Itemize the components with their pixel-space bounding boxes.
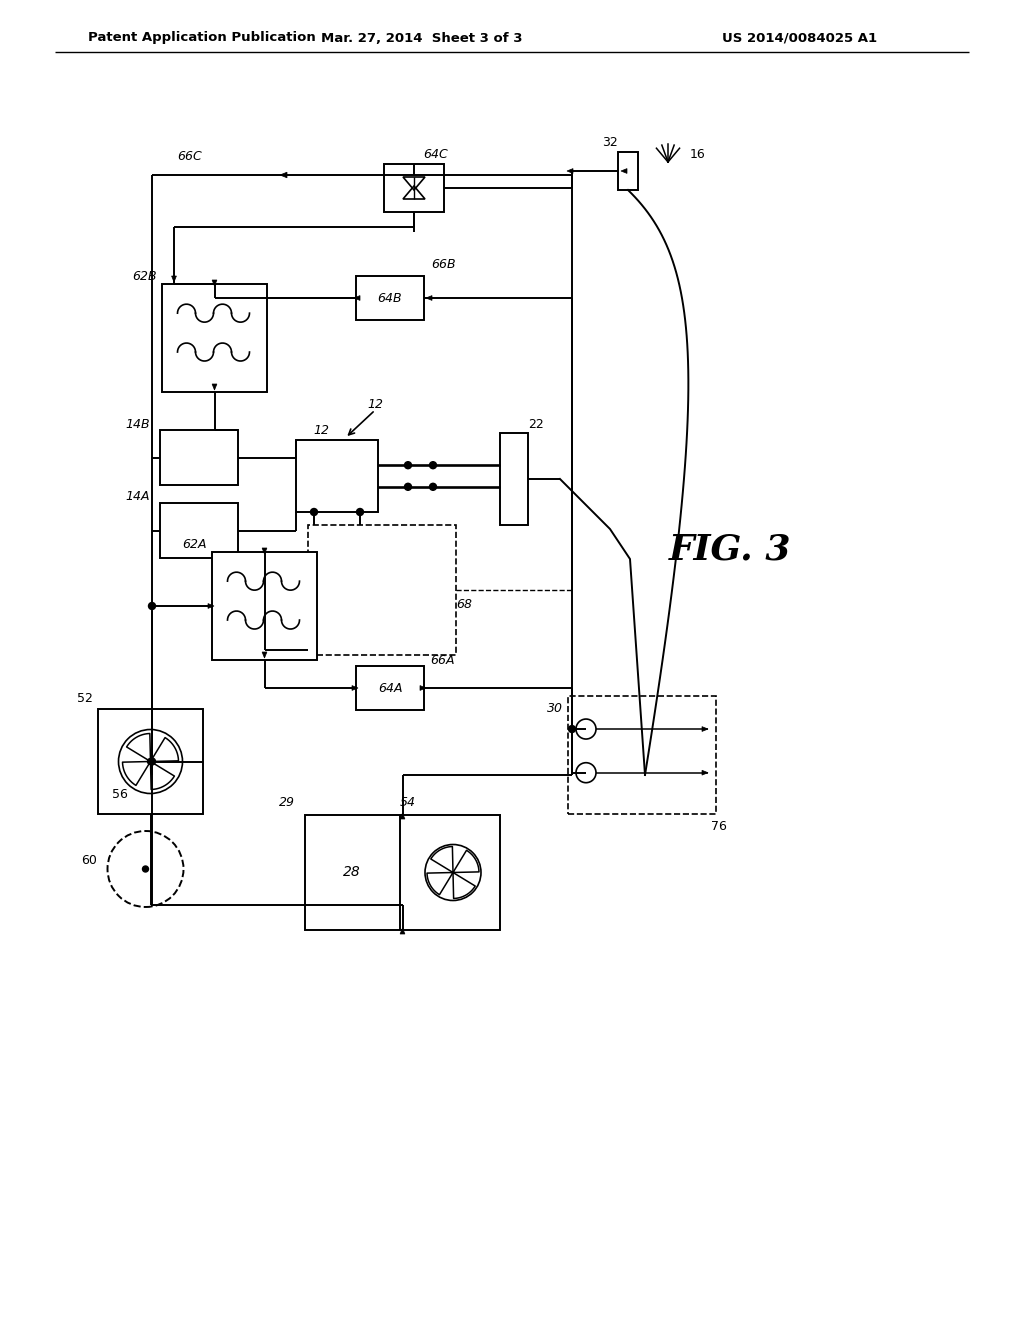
Circle shape <box>568 726 575 733</box>
Text: 76: 76 <box>711 820 727 833</box>
Text: 12: 12 <box>368 399 383 412</box>
Text: 32: 32 <box>602 136 617 149</box>
Circle shape <box>429 462 436 469</box>
Polygon shape <box>172 276 176 282</box>
Bar <box>618 152 638 190</box>
Text: 64A: 64A <box>378 681 402 694</box>
Polygon shape <box>426 296 432 301</box>
Text: 28: 28 <box>343 866 360 879</box>
Polygon shape <box>262 652 267 657</box>
Text: 66A: 66A <box>430 655 455 668</box>
Circle shape <box>356 508 364 516</box>
Polygon shape <box>352 685 358 690</box>
Text: 54: 54 <box>399 796 416 809</box>
Bar <box>212 552 317 660</box>
Text: US 2014/0084025 A1: US 2014/0084025 A1 <box>722 32 878 45</box>
Circle shape <box>148 602 156 610</box>
Bar <box>308 525 456 655</box>
Text: 66B: 66B <box>432 257 457 271</box>
Text: 68: 68 <box>456 598 472 611</box>
Bar <box>98 709 203 814</box>
Text: Mar. 27, 2014  Sheet 3 of 3: Mar. 27, 2014 Sheet 3 of 3 <box>322 32 522 45</box>
Polygon shape <box>354 296 360 301</box>
Bar <box>305 814 500 931</box>
Polygon shape <box>208 603 214 609</box>
Polygon shape <box>262 548 267 554</box>
Circle shape <box>404 462 412 469</box>
Polygon shape <box>400 928 404 935</box>
Bar <box>160 503 238 558</box>
Text: 56: 56 <box>112 788 128 800</box>
Polygon shape <box>212 280 217 286</box>
Polygon shape <box>420 685 426 690</box>
Text: 60: 60 <box>82 854 97 867</box>
Text: 16: 16 <box>690 148 706 161</box>
Text: 64B: 64B <box>378 292 402 305</box>
Text: 62A: 62A <box>182 537 207 550</box>
Polygon shape <box>400 813 404 818</box>
Text: 64C: 64C <box>424 148 449 161</box>
Polygon shape <box>621 169 627 173</box>
Circle shape <box>148 758 156 766</box>
Text: 12: 12 <box>313 424 329 437</box>
Text: 62B: 62B <box>132 269 157 282</box>
Bar <box>162 284 267 392</box>
Text: 66C: 66C <box>177 150 203 164</box>
Polygon shape <box>702 771 708 775</box>
Text: 14A: 14A <box>126 491 150 503</box>
Circle shape <box>429 483 436 490</box>
Bar <box>384 164 444 213</box>
Bar <box>568 696 716 814</box>
Circle shape <box>404 483 412 490</box>
Polygon shape <box>702 726 708 731</box>
Text: 14B: 14B <box>125 417 150 430</box>
Bar <box>296 440 378 512</box>
Polygon shape <box>280 172 287 178</box>
Circle shape <box>310 508 317 516</box>
Bar <box>356 667 424 710</box>
Text: 29: 29 <box>279 796 295 809</box>
Circle shape <box>142 866 148 873</box>
Polygon shape <box>212 384 217 389</box>
Text: Patent Application Publication: Patent Application Publication <box>88 32 315 45</box>
Text: 22: 22 <box>528 418 544 432</box>
Bar <box>160 430 238 484</box>
Circle shape <box>147 759 154 764</box>
Bar <box>500 433 528 525</box>
Polygon shape <box>567 169 573 173</box>
Text: 52: 52 <box>77 693 93 705</box>
Bar <box>356 276 424 319</box>
Text: FIG. 3: FIG. 3 <box>669 533 792 568</box>
Text: 30: 30 <box>547 701 563 714</box>
